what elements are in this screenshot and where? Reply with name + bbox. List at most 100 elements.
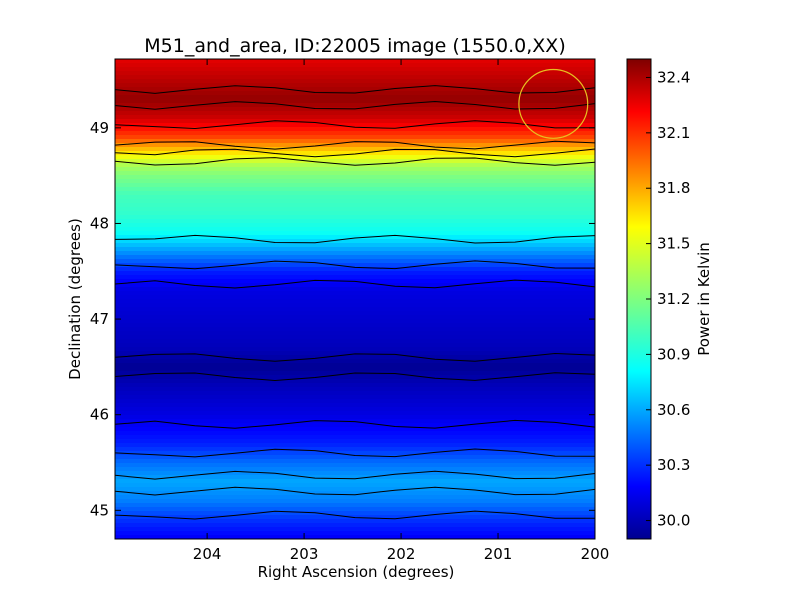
heatmap-band	[115, 143, 595, 148]
heatmap-band	[115, 175, 595, 180]
heatmap-band	[115, 199, 595, 204]
heatmap-band	[115, 451, 595, 456]
heatmap-band	[115, 159, 595, 164]
y-axis-label: Declination (degrees)	[66, 218, 84, 380]
heatmap-band	[115, 115, 595, 120]
heatmap-band	[115, 431, 595, 436]
heatmap-band	[115, 167, 595, 172]
heatmap-band	[115, 403, 595, 408]
heatmap-band	[115, 379, 595, 384]
heatmap-band	[115, 111, 595, 116]
x-tick-label: 203	[290, 545, 319, 563]
heatmap-band	[115, 231, 595, 236]
x-tick-label: 204	[193, 545, 222, 563]
heatmap-band	[115, 251, 595, 256]
heatmap-band	[115, 275, 595, 280]
heatmap-band	[115, 223, 595, 228]
heatmap-band	[115, 319, 595, 324]
heatmap-band	[115, 323, 595, 328]
heatmap-band	[115, 531, 595, 536]
heatmap-band	[115, 487, 595, 492]
heatmap-band	[115, 227, 595, 232]
heatmap-band	[115, 447, 595, 452]
heatmap-band	[115, 499, 595, 504]
contour-line	[115, 157, 595, 166]
heatmap-band	[115, 95, 595, 100]
heatmap-band	[115, 203, 595, 208]
heatmap-band	[115, 411, 595, 416]
heatmap-band	[115, 423, 595, 428]
heatmap-band	[115, 479, 595, 484]
heatmap-band	[115, 427, 595, 432]
x-tick-label: 200	[581, 545, 610, 563]
heatmap-band	[115, 467, 595, 472]
contour-line	[115, 448, 595, 458]
source-marker-circle	[518, 68, 589, 139]
heatmap-band	[115, 103, 595, 108]
colorbar-tick-label: 32.1	[657, 124, 690, 142]
plot-area	[115, 59, 595, 539]
heatmap-field	[115, 59, 595, 539]
heatmap-band	[115, 259, 595, 264]
heatmap-band	[115, 475, 595, 480]
heatmap-band	[115, 519, 595, 524]
colorbar-tick-label: 31.8	[657, 179, 690, 197]
contour-line	[115, 486, 595, 496]
y-tick-label: 49	[90, 119, 109, 137]
heatmap-band	[115, 83, 595, 88]
heatmap-band	[115, 495, 595, 500]
heatmap-band	[115, 247, 595, 252]
heatmap-band	[115, 119, 595, 124]
heatmap-band	[115, 311, 595, 316]
heatmap-band	[115, 355, 595, 360]
heatmap-band	[115, 295, 595, 300]
heatmap-band	[115, 363, 595, 368]
contour-line	[115, 140, 595, 150]
heatmap-band	[115, 191, 595, 196]
heatmap-band	[115, 179, 595, 184]
colorbar-ticks: 30.0 30.3 30.6 30.9 31.2 31.5 31.8 32.1 32.4	[646, 68, 690, 530]
heatmap-band	[115, 335, 595, 340]
heatmap-band	[115, 271, 595, 276]
heatmap-band	[115, 439, 595, 444]
heatmap-band	[115, 503, 595, 508]
heatmap-band	[115, 527, 595, 532]
heatmap-band	[115, 267, 595, 272]
heatmap-band	[115, 395, 595, 400]
heatmap-band	[115, 463, 595, 468]
contour-line	[115, 148, 595, 158]
x-tick-label: 202	[387, 545, 416, 563]
heatmap-band	[115, 507, 595, 512]
heatmap-band	[115, 287, 595, 292]
colorbar-label: Power in Kelvin	[695, 242, 713, 356]
heatmap-band	[115, 483, 595, 488]
heatmap-band	[115, 471, 595, 476]
x-axis-label: Right Ascension (degrees)	[258, 563, 455, 581]
colorbar-tick-label: 31.2	[657, 290, 690, 308]
heatmap-band	[115, 399, 595, 404]
heatmap-band	[115, 59, 595, 64]
heatmap-band	[115, 347, 595, 352]
heatmap-band	[115, 535, 595, 539]
heatmap-band	[115, 407, 595, 412]
heatmap-band	[115, 511, 595, 516]
contour-line	[115, 352, 595, 362]
heatmap-band	[115, 215, 595, 220]
heatmap-band	[115, 307, 595, 312]
contour-line	[115, 234, 595, 244]
heatmap-band	[115, 263, 595, 268]
heatmap-band	[115, 207, 595, 212]
heatmap-band	[115, 299, 595, 304]
heatmap-band	[115, 71, 595, 76]
heatmap-band	[115, 255, 595, 260]
contour-line	[115, 510, 595, 520]
heatmap-band	[115, 327, 595, 332]
heatmap-band	[115, 523, 595, 528]
heatmap-band	[115, 243, 595, 248]
heatmap-band	[115, 291, 595, 296]
contour-line	[115, 100, 595, 110]
x-tick-label: 201	[484, 545, 513, 563]
y-axis: 45 46 47 48 49	[90, 119, 595, 519]
heatmap-band	[115, 171, 595, 176]
contour-line	[115, 372, 595, 382]
